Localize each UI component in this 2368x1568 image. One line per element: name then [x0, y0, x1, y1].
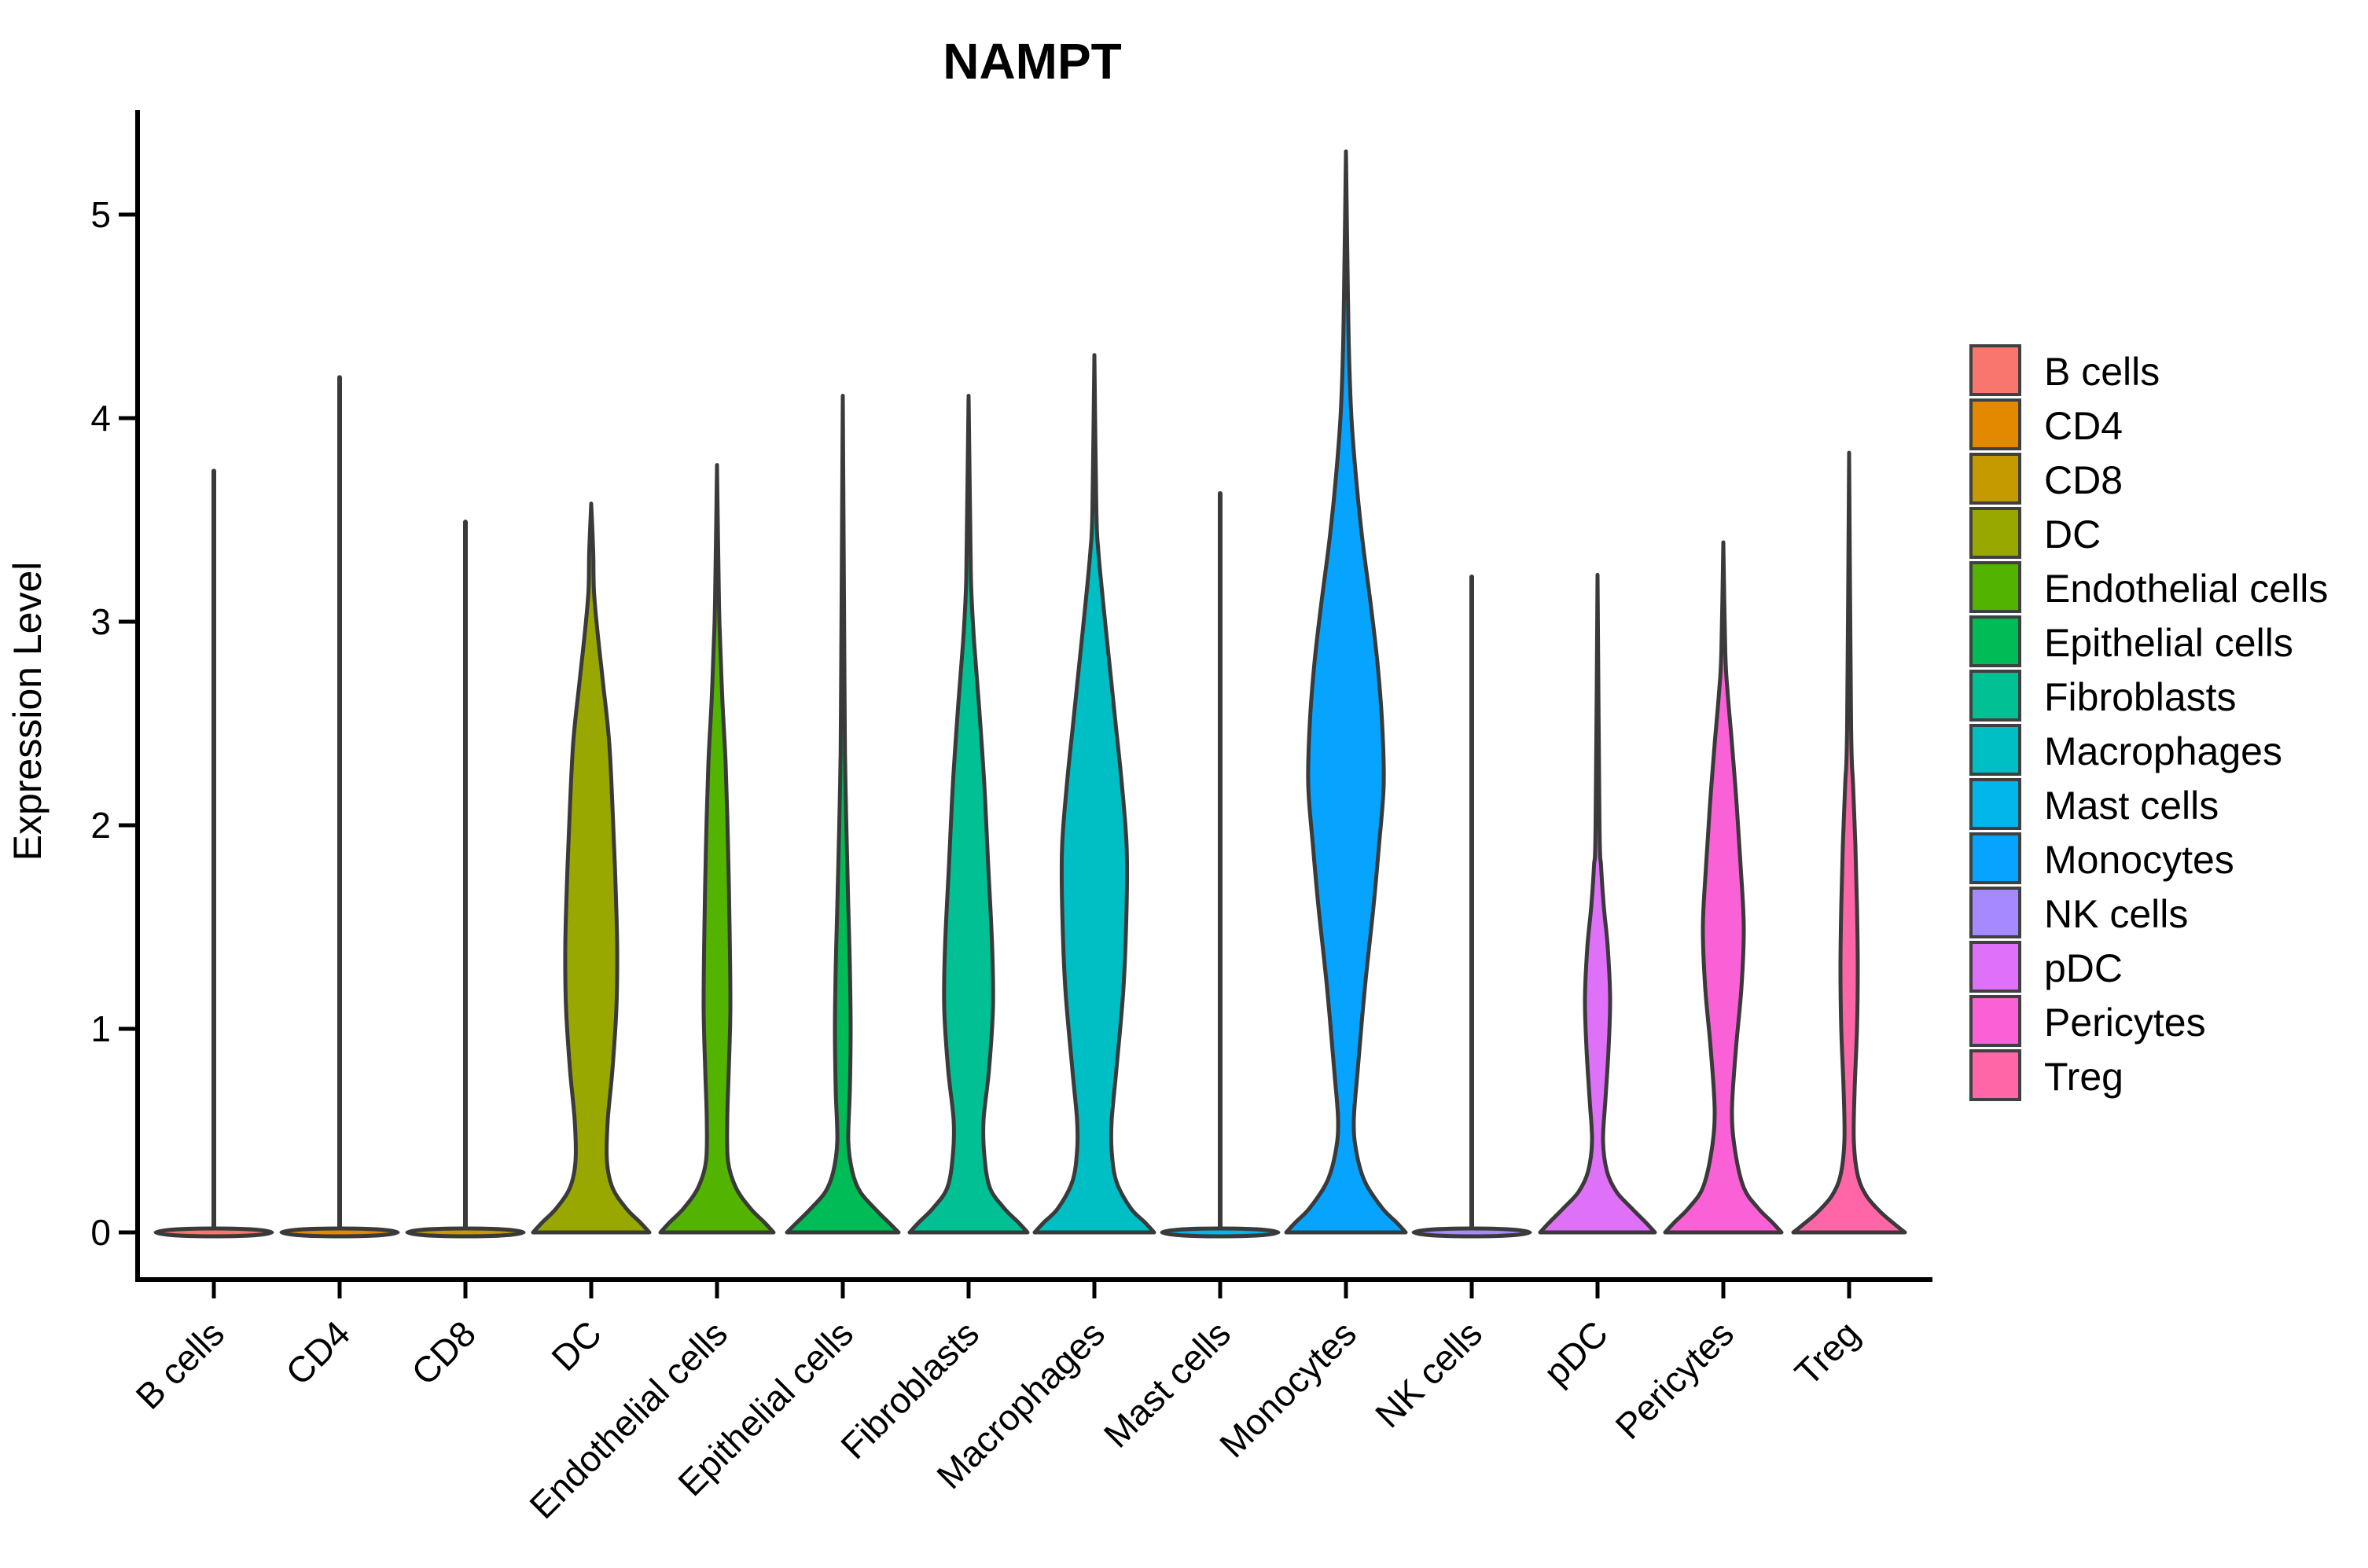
legend-item-epithelial-cells: Epithelial cells: [1969, 615, 2293, 667]
violin-body: [1284, 149, 1408, 1235]
legend-item-fibroblasts: Fibroblasts: [1969, 670, 2237, 722]
legend-swatch: [1969, 724, 2021, 776]
legend-label: Macrophages: [2044, 729, 2282, 773]
violin-cd4: [279, 375, 400, 1239]
y-axis-label: Expression Level: [6, 562, 50, 861]
legend-label: Mast cells: [2044, 784, 2219, 828]
violin-body: [1663, 540, 1784, 1235]
x-tick-label-cd8: CD8: [403, 1313, 484, 1393]
x-tick-label-dc: DC: [543, 1313, 609, 1379]
legend: B cells CD4 CD8 DC Endothelial cells Epitheli…: [1969, 344, 2328, 1101]
violin-pdc: [1538, 572, 1657, 1235]
legend-item-pericytes: Pericytes: [1969, 995, 2206, 1047]
violin-epithelial-cells: [785, 394, 901, 1235]
legend-item-dc: DC: [1969, 507, 2101, 559]
violin-fibroblasts: [907, 394, 1030, 1235]
x-tick-label-cd4: CD4: [278, 1313, 358, 1393]
violin-treg: [1791, 450, 1907, 1235]
legend-item-endothelial-cells: Endothelial cells: [1969, 561, 2328, 613]
violin-body: [1791, 450, 1907, 1235]
legend-label: Epithelial cells: [2044, 621, 2293, 665]
legend-swatch: [1969, 832, 2021, 884]
violin-nk-cells: [1411, 575, 1532, 1239]
y-tick-label: 5: [90, 194, 111, 235]
legend-swatch: [1969, 561, 2021, 613]
y-tick-label: 0: [90, 1212, 111, 1253]
legend-label: pDC: [2044, 946, 2123, 990]
legend-label: Endothelial cells: [2044, 567, 2328, 611]
legend-item-cd8: CD8: [1969, 453, 2123, 505]
legend-swatch: [1969, 1049, 2021, 1101]
legend-label: DC: [2044, 512, 2101, 556]
violin-dc: [531, 501, 652, 1235]
legend-label: CD8: [2044, 458, 2123, 502]
legend-swatch: [1969, 887, 2021, 938]
legend-swatch: [1969, 344, 2021, 396]
legend-swatch: [1969, 398, 2021, 450]
x-tick-label-pericytes: Pericytes: [1608, 1313, 1742, 1447]
legend-label: Fibroblasts: [2044, 675, 2237, 719]
chart-title: NAMPT: [943, 33, 1122, 90]
violin-mast-cells: [1160, 490, 1281, 1239]
legend-swatch: [1969, 941, 2021, 993]
legend-item-macrophages: Macrophages: [1969, 724, 2282, 776]
legend-item-monocytes: Monocytes: [1969, 832, 2234, 884]
violins-layer: [153, 149, 1907, 1239]
x-tick-label-b-cells: B cells: [127, 1313, 232, 1417]
violin-pericytes: [1663, 540, 1784, 1235]
violin-body: [1032, 353, 1156, 1235]
legend-item-pdc: pDC: [1969, 941, 2123, 993]
legend-item-cd4: CD4: [1969, 398, 2123, 450]
violin-body: [907, 394, 1030, 1235]
violin-base: [279, 1226, 400, 1239]
violin-endothelial-cells: [658, 463, 776, 1235]
violin-base: [153, 1226, 274, 1239]
violin-b-cells: [153, 468, 274, 1239]
violin-base: [1411, 1226, 1532, 1239]
legend-swatch: [1969, 507, 2021, 559]
violin-macrophages: [1032, 353, 1156, 1235]
x-tick-label-pdc: pDC: [1535, 1313, 1616, 1393]
x-tick-label-monocytes: Monocytes: [1212, 1313, 1364, 1465]
legend-swatch: [1969, 995, 2021, 1047]
legend-item-nk-cells: NK cells: [1969, 887, 2188, 938]
violin-body: [785, 394, 901, 1235]
y-tick-label: 2: [90, 805, 111, 846]
violin-base: [1160, 1226, 1281, 1239]
violin-base: [405, 1226, 526, 1239]
violin-monocytes: [1284, 149, 1408, 1235]
legend-label: Pericytes: [2044, 1001, 2206, 1045]
legend-label: Treg: [2044, 1055, 2123, 1099]
y-tick-label: 4: [90, 398, 111, 439]
legend-item-treg: Treg: [1969, 1049, 2123, 1101]
x-tick-label-treg: Treg: [1787, 1313, 1867, 1393]
legend-label: Monocytes: [2044, 838, 2234, 882]
violin-body: [531, 501, 652, 1235]
legend-item-mast-cells: Mast cells: [1969, 778, 2219, 830]
legend-swatch: [1969, 453, 2021, 505]
legend-label: NK cells: [2044, 892, 2188, 936]
x-tick-label-nk-cells: NK cells: [1367, 1313, 1490, 1435]
legend-swatch: [1969, 778, 2021, 830]
legend-label: CD4: [2044, 404, 2123, 448]
violin-body: [1538, 572, 1657, 1235]
violin-body: [658, 463, 776, 1235]
legend-item-b-cells: B cells: [1969, 344, 2160, 396]
legend-swatch: [1969, 670, 2021, 722]
legend-label: B cells: [2044, 350, 2160, 394]
y-tick-label: 3: [90, 601, 111, 642]
violin-cd8: [405, 520, 526, 1239]
legend-swatch: [1969, 615, 2021, 667]
y-tick-label: 1: [90, 1008, 111, 1049]
